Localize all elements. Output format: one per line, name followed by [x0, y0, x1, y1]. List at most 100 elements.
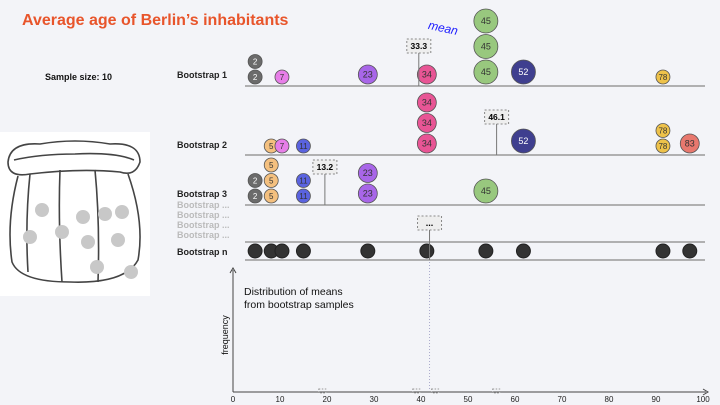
dot-circle	[263, 173, 279, 188]
sample-dot: 34	[416, 133, 437, 154]
dot-circle	[247, 54, 263, 69]
mean-value: ...	[426, 218, 434, 228]
row-label-ghost: Bootstrap ...	[177, 200, 230, 210]
dot-circle	[263, 157, 279, 173]
dot-circle	[679, 133, 700, 154]
bag-icon	[7, 140, 141, 283]
sample-dot: 2	[247, 173, 263, 188]
x-tick-label: 60	[511, 395, 520, 404]
dot-label: 45	[481, 67, 491, 77]
sample-dot: 5	[263, 157, 279, 173]
row-label-ghost: Bootstrap ...	[177, 220, 230, 230]
dot-circle	[473, 8, 499, 34]
sample-dot: 52	[511, 59, 536, 85]
dot-circle	[655, 69, 671, 85]
dot-circle	[511, 128, 536, 154]
dot-label: 52	[518, 67, 528, 77]
x-tick-label: 70	[558, 395, 567, 404]
histogram-caption: Distribution of means from bootstrap sam…	[244, 286, 354, 312]
sample-dot: 2	[247, 54, 263, 69]
dot-circle	[296, 188, 311, 204]
dot-circle	[416, 133, 437, 154]
x-tick-label: 0	[231, 395, 236, 404]
dot-label: 2	[253, 58, 258, 67]
dot-label: 45	[481, 186, 491, 196]
sample-dot: 11	[296, 188, 311, 204]
sample-dot: 34	[416, 113, 437, 133]
bootstrap-n-dot	[274, 243, 290, 259]
dot-label: 5	[269, 142, 274, 151]
dot-circle	[247, 188, 263, 204]
dot-circle	[473, 34, 499, 59]
bootstrap-n-dot	[478, 243, 494, 259]
x-tick-label: 40	[417, 395, 426, 404]
dot-label: 7	[280, 142, 285, 151]
sample-dot: 23	[357, 163, 378, 183]
sample-dot: 34	[416, 64, 437, 85]
x-tick-label: 10	[276, 395, 285, 404]
dot-circle	[357, 163, 378, 183]
x-tick-label: 20	[323, 395, 332, 404]
sample-dot: 45	[473, 178, 499, 204]
mean-marker	[412, 388, 421, 394]
sample-dot: 11	[296, 173, 311, 188]
row-label-bootstrap-n: Bootstrap n	[177, 247, 228, 257]
dot-circle	[655, 123, 671, 138]
mean-value: 33.3	[411, 41, 428, 51]
mean-value: 13.2	[317, 162, 334, 172]
caption-line-1: Distribution of means	[244, 286, 343, 298]
bootstrap-n-dot	[295, 243, 311, 259]
sample-dot: 78	[655, 138, 671, 154]
x-tick-label: 100	[696, 395, 710, 404]
dot-label: 7	[280, 73, 285, 82]
bootstrap-n-dot	[247, 243, 263, 259]
dot-label: 5	[269, 177, 274, 186]
dot-circle	[473, 178, 499, 204]
sample-bag-illustration	[0, 132, 150, 296]
bootstrap-n-dot	[360, 243, 376, 259]
bootstrap-n-dot	[682, 243, 698, 259]
dot-circle	[296, 138, 311, 154]
dot-circle	[416, 92, 437, 113]
sample-dot: 78	[655, 123, 671, 138]
dot-label: 11	[299, 142, 308, 151]
dot-label: 5	[269, 161, 274, 170]
dot-label: 45	[481, 42, 491, 52]
x-tick-label: 90	[652, 395, 661, 404]
dot-label: 34	[422, 70, 432, 80]
sample-dot: 7	[274, 69, 290, 85]
row-label-bootstrap-2: Bootstrap 2	[177, 140, 228, 150]
dot-circle	[247, 173, 263, 188]
bootstrap-n-dot	[419, 243, 435, 259]
dot-label: 23	[363, 70, 373, 80]
sample-dot: 45	[473, 59, 499, 85]
sample-dot: 7	[274, 138, 290, 154]
dot-circle	[511, 59, 536, 85]
dot-label: 78	[658, 73, 667, 82]
dot-label: 78	[658, 127, 667, 136]
dot-label: 2	[253, 73, 258, 82]
dot-circle	[274, 69, 290, 85]
dot-label: 45	[481, 16, 491, 26]
sample-dot: 78	[655, 69, 671, 85]
dot-label: 83	[685, 139, 695, 149]
sample-dot: 45	[473, 34, 499, 59]
sample-dot: 45	[473, 8, 499, 34]
dot-circle	[416, 113, 437, 133]
mean-value: 46.1	[488, 112, 505, 122]
sample-dot: 2	[247, 188, 263, 204]
x-tick-label: 50	[464, 395, 473, 404]
bootstrap-n-dot	[655, 243, 671, 259]
sample-dot: 5	[263, 188, 279, 204]
sample-size-label: Sample size: 10	[45, 72, 113, 82]
dot-label: 2	[253, 177, 258, 186]
sample-dot: 23	[357, 64, 378, 85]
dot-circle	[357, 64, 378, 85]
row-label-ghost: Bootstrap ...	[177, 230, 230, 240]
dot-label: 78	[658, 142, 667, 151]
dot-circle	[263, 188, 279, 204]
dot-label: 2	[253, 192, 258, 201]
dot-circle	[473, 59, 499, 85]
dot-circle	[247, 69, 263, 85]
dot-circle	[274, 138, 290, 154]
